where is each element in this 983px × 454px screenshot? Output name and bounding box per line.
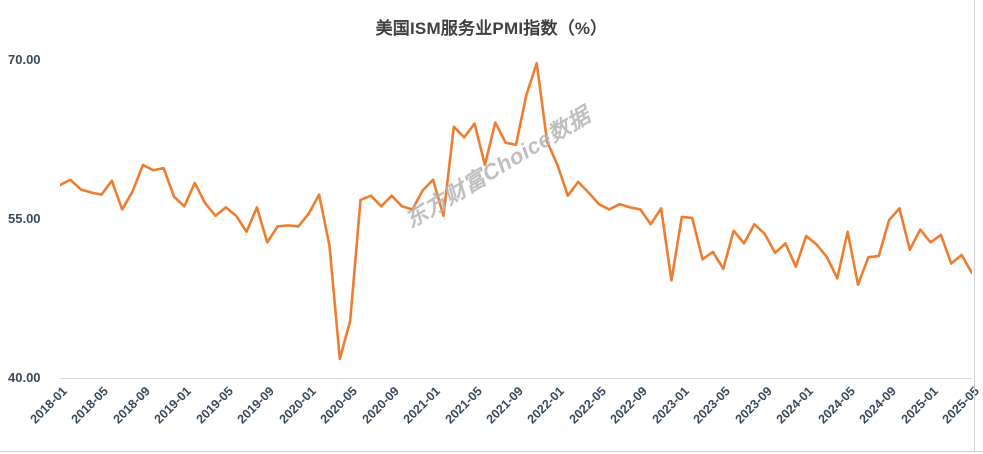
y-axis: 70.00 55.00 40.00	[0, 0, 60, 454]
x-axis: 2018-01 2018-05 2018-09 2019-01 2019-05 2019-…	[0, 378, 983, 454]
y-tick-label-70: 70.00	[8, 52, 41, 67]
frame-right-border	[974, 0, 975, 452]
x-axis-baseline	[60, 378, 972, 379]
chart-title: 美国ISM服务业PMI指数（%）	[375, 19, 608, 38]
y-tick-label-55: 55.00	[8, 211, 41, 226]
frame-bottom-border	[0, 451, 983, 452]
series-line-ism-services-pmi	[60, 61, 972, 361]
y-tick-label-40: 40.00	[8, 370, 41, 385]
plot-area	[60, 60, 972, 378]
pmi-line-chart-svg	[60, 61, 972, 361]
